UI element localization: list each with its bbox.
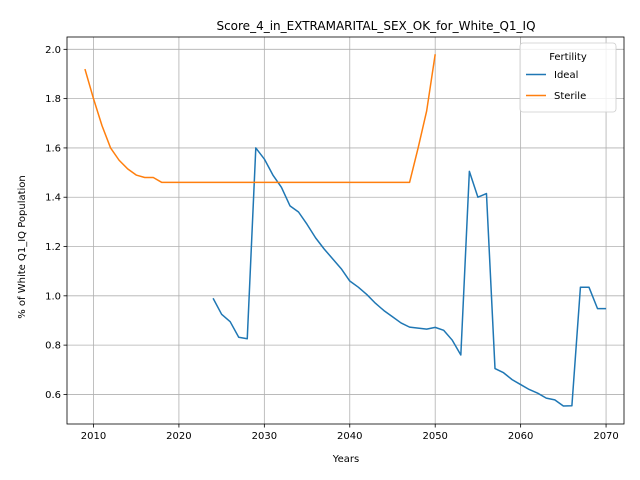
x-tick-label: 2040 <box>337 431 362 442</box>
legend: Fertility Ideal Sterile <box>519 42 617 113</box>
x-axis-ticks: 2010 2020 2030 2040 2050 2060 2070 <box>81 424 619 442</box>
y-tick-label: 2.0 <box>45 45 61 56</box>
legend-title: Fertility <box>549 52 587 63</box>
y-axis-label: % of White Q1_IQ Population <box>17 175 28 319</box>
series-lines <box>84 54 607 407</box>
y-tick-label: 0.8 <box>45 341 61 352</box>
x-tick-label: 2010 <box>81 431 106 442</box>
x-tick-label: 2060 <box>508 431 533 442</box>
series-line-sterile <box>84 54 436 184</box>
y-tick-label: 0.6 <box>45 390 61 401</box>
y-tick-label: 1.8 <box>45 94 61 105</box>
plot-frame <box>66 36 625 425</box>
x-tick-label: 2050 <box>422 431 447 442</box>
y-tick-label: 1.4 <box>45 193 61 204</box>
series-line-ideal <box>212 147 607 407</box>
legend-label-ideal: Ideal <box>554 70 578 81</box>
x-tick-label: 2030 <box>252 431 277 442</box>
y-axis-ticks: 0.6 0.8 1.0 1.2 1.4 1.6 1.8 2.0 <box>45 45 67 401</box>
y-tick-label: 1.0 <box>45 291 61 302</box>
y-tick-label: 1.6 <box>45 143 61 154</box>
legend-label-sterile: Sterile <box>554 91 586 102</box>
legend-entries: Ideal Sterile <box>526 70 586 102</box>
x-axis-label: Years <box>332 454 359 465</box>
chart-title: Score_4_in_EXTRAMARITAL_SEX_OK_for_White… <box>216 19 535 33</box>
grid-lines <box>67 37 624 424</box>
y-tick-label: 1.2 <box>45 242 61 253</box>
x-tick-label: 2020 <box>166 431 191 442</box>
x-tick-label: 2070 <box>593 431 618 442</box>
